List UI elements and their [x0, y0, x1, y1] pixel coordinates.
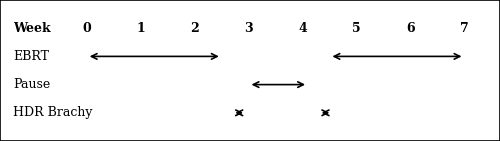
- Text: Pause: Pause: [13, 78, 51, 91]
- Text: 5: 5: [352, 22, 361, 35]
- Text: 3: 3: [244, 22, 253, 35]
- Text: 0: 0: [82, 22, 91, 35]
- Text: EBRT: EBRT: [13, 50, 49, 63]
- Text: 6: 6: [406, 22, 415, 35]
- Text: 1: 1: [136, 22, 145, 35]
- Text: Week: Week: [13, 22, 51, 35]
- Text: HDR Brachy: HDR Brachy: [13, 106, 92, 119]
- Text: 2: 2: [190, 22, 199, 35]
- Text: 7: 7: [460, 22, 469, 35]
- Text: 4: 4: [298, 22, 307, 35]
